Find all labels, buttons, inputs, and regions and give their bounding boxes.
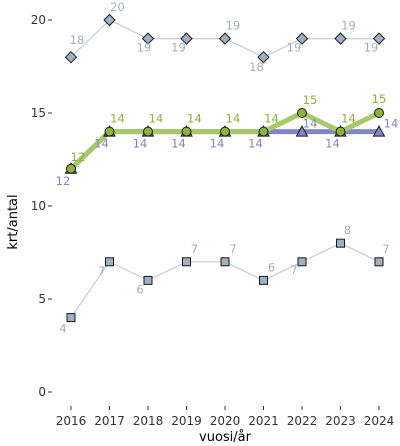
- point-square: [374, 257, 384, 267]
- data-label-triangle: 14: [248, 137, 263, 151]
- data-label-circle: 14: [187, 112, 202, 126]
- y-axis-title: krt/antal: [6, 194, 21, 249]
- point-diamond: [295, 32, 309, 45]
- data-label-diamond: 19: [137, 41, 152, 55]
- data-label-circle: 15: [303, 93, 318, 107]
- point-square: [220, 257, 230, 267]
- data-label-square: 7: [290, 263, 297, 277]
- data-label-square: 7: [229, 242, 236, 256]
- point-circle: [104, 126, 115, 137]
- data-label-square: 7: [191, 242, 198, 256]
- data-label-triangle: 14: [94, 137, 109, 151]
- point-circle: [220, 126, 230, 137]
- x-tick-label: 2024: [364, 414, 395, 428]
- point-square: [143, 275, 153, 285]
- data-label-circle: 12: [71, 150, 86, 164]
- y-tick-label: 0: [38, 385, 46, 399]
- data-label-triangle: 14: [384, 117, 399, 131]
- point-diamond: [141, 32, 155, 45]
- point-diamond: [180, 32, 193, 45]
- data-label-triangle: 14: [133, 137, 148, 151]
- x-tick-label: 2016: [56, 414, 87, 428]
- data-label-square: 6: [136, 282, 143, 296]
- x-tick-label: 2021: [248, 414, 279, 428]
- y-tick-label: 20: [31, 13, 46, 27]
- data-label-circle: 14: [341, 112, 356, 126]
- point-diamond: [334, 32, 347, 45]
- data-label-circle: 14: [226, 112, 241, 126]
- data-label-circle: 14: [110, 112, 125, 126]
- point-square: [105, 257, 114, 267]
- x-tick-label: 2019: [171, 414, 202, 428]
- point-square: [259, 275, 268, 285]
- data-label-square: 6: [268, 260, 275, 274]
- data-label-diamond: 20: [110, 0, 125, 14]
- point-triangle: [295, 125, 309, 137]
- data-label-triangle: 14: [210, 137, 225, 151]
- data-label-square: 8: [344, 223, 351, 237]
- data-label-square: 7: [382, 242, 389, 256]
- point-circle: [143, 126, 153, 137]
- data-label-diamond: 18: [70, 33, 85, 47]
- point-diamond: [103, 13, 116, 27]
- point-diamond: [257, 50, 270, 64]
- data-label-triangle: 12: [56, 174, 71, 188]
- data-label-circle: 14: [264, 112, 279, 126]
- series-line-square: [70, 242, 380, 319]
- data-label-square: 7: [98, 264, 105, 278]
- y-tick-label: 10: [31, 199, 46, 213]
- data-label-diamond: 19: [364, 41, 379, 55]
- x-axis-title: vuosi/år: [199, 430, 252, 445]
- x-tick-label: 2022: [287, 414, 318, 428]
- data-label-triangle: 14: [303, 117, 318, 131]
- point-circle: [258, 126, 269, 137]
- point-circle: [335, 126, 346, 137]
- point-square: [182, 257, 191, 267]
- data-label-diamond: 19: [341, 19, 356, 33]
- point-circle: [297, 108, 307, 118]
- x-tick-label: 2023: [325, 414, 356, 428]
- y-tick-label: 15: [31, 106, 46, 120]
- series-layer: [64, 13, 386, 323]
- data-label-diamond: 18: [249, 60, 264, 74]
- x-axis: 2016 2017 2018 2019 2020 2021 2022 2023 2024: [56, 406, 395, 428]
- point-circle: [181, 126, 192, 137]
- data-label-circle: 14: [149, 112, 164, 126]
- y-tick-label: 5: [38, 292, 46, 306]
- data-label-triangle: 14: [171, 137, 186, 151]
- point-diamond: [372, 32, 386, 45]
- x-tick-label: 2020: [210, 414, 241, 428]
- x-tick-label: 2017: [94, 414, 125, 428]
- data-label-diamond: 19: [287, 41, 302, 55]
- data-label-square: 4: [59, 322, 66, 336]
- point-square: [336, 238, 345, 248]
- point-circle: [66, 163, 76, 174]
- point-square: [66, 313, 76, 323]
- y-axis: 0 5 10 15 20: [31, 13, 52, 399]
- data-label-circle: 15: [372, 92, 387, 106]
- point-diamond: [218, 32, 232, 45]
- x-tick-label: 2018: [133, 414, 164, 428]
- data-label-diamond: 19: [171, 41, 186, 55]
- data-label-diamond: 19: [226, 19, 241, 33]
- data-label-triangle: 14: [325, 137, 340, 151]
- point-square: [297, 257, 307, 267]
- point-triangle: [372, 125, 386, 137]
- point-diamond: [64, 50, 78, 64]
- point-circle: [374, 108, 384, 118]
